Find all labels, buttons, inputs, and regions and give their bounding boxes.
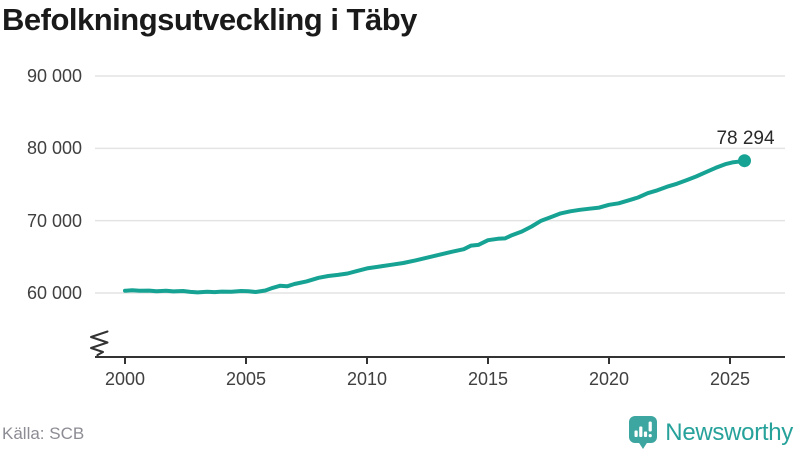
x-tick-label: 2015 bbox=[467, 369, 509, 389]
population-line bbox=[123, 158, 747, 295]
y-tick-label: 90 000 bbox=[26, 66, 82, 86]
source-label: Källa: SCB bbox=[2, 424, 85, 443]
newsworthy-logo-text: Newsworthy bbox=[665, 419, 793, 446]
chart-title: Befolkningsutveckling i Täby bbox=[2, 2, 417, 37]
gridlines bbox=[95, 75, 785, 294]
x-tick-label: 2020 bbox=[588, 369, 630, 389]
newsworthy-logo-icon bbox=[629, 416, 658, 449]
end-value-label: 78 294 bbox=[716, 127, 775, 149]
x-tick-label: 2000 bbox=[104, 369, 146, 389]
x-tick-label: 2005 bbox=[225, 369, 267, 389]
y-tick-label: 60 000 bbox=[26, 283, 82, 303]
y-tick-label: 70 000 bbox=[26, 210, 82, 231]
x-tick-label: 2025 bbox=[709, 369, 751, 389]
y-tick-label: 80 000 bbox=[26, 138, 82, 159]
end-point-dot bbox=[738, 154, 751, 168]
x-tick-label: 2010 bbox=[346, 369, 388, 389]
x-axis bbox=[95, 356, 785, 364]
axis-break-icon bbox=[90, 330, 109, 358]
newsworthy-logo: Newsworthy bbox=[629, 416, 793, 450]
